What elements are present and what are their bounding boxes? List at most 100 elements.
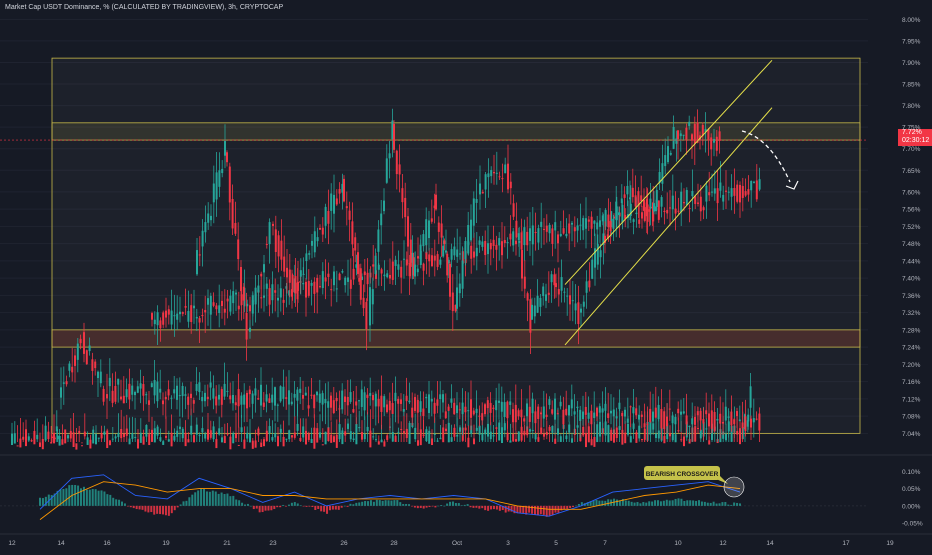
candle	[277, 230, 280, 273]
macd-histogram-bar	[446, 503, 449, 506]
candle-body	[391, 261, 394, 280]
candle	[484, 427, 487, 442]
candle	[179, 418, 181, 442]
macd-axis[interactable]: 0.10%0.05%0.00%-0.05%	[902, 469, 923, 528]
candle-body	[359, 268, 362, 300]
candle	[62, 366, 65, 405]
macd-histogram-bar	[492, 505, 495, 510]
candle-body	[343, 178, 345, 202]
candle-body	[512, 409, 514, 423]
candle	[106, 373, 108, 420]
candle-body	[640, 414, 643, 417]
macd-histogram-bar	[364, 501, 367, 506]
candle-body	[553, 274, 556, 286]
candle-body	[691, 190, 694, 197]
candle-body	[615, 427, 618, 438]
candle	[271, 271, 274, 314]
candle	[351, 202, 354, 257]
candle	[333, 434, 335, 443]
candle-body	[431, 255, 433, 267]
candle	[111, 373, 114, 408]
candle	[308, 250, 311, 260]
candle-body	[159, 437, 162, 442]
candle-body	[117, 378, 120, 385]
macd-histogram-bar	[519, 505, 522, 513]
candle	[274, 386, 276, 422]
candle-body	[545, 294, 547, 301]
macd-histogram-bar	[173, 505, 176, 511]
candle	[433, 239, 436, 277]
candle	[447, 403, 450, 412]
candle-body	[347, 277, 349, 282]
candle	[691, 402, 694, 442]
candle-body	[437, 222, 440, 232]
candle-body	[439, 437, 442, 440]
macd-histogram-bar	[302, 505, 305, 507]
candle-body	[593, 412, 596, 419]
candle	[375, 433, 377, 442]
candle-body	[291, 274, 294, 293]
candle	[285, 438, 288, 442]
macd-histogram-bar	[659, 501, 662, 506]
candle-body	[501, 241, 503, 256]
macd-histogram-bar	[77, 485, 80, 506]
candle-body	[22, 436, 25, 440]
candle-body	[576, 225, 579, 231]
macd-histogram-bar	[170, 505, 173, 514]
candle	[682, 397, 685, 415]
price-axis[interactable]: 8.00%7.95%7.90%7.85%7.80%7.75%7.70%7.65%…	[902, 17, 921, 438]
candle-body	[223, 308, 226, 313]
candle-body	[290, 401, 293, 405]
candle-body	[442, 394, 444, 403]
macd-histogram-bar	[246, 503, 249, 506]
candle	[590, 404, 593, 442]
price-tick-label: 7.28%	[902, 327, 921, 334]
candle-body	[181, 428, 184, 439]
candle-body	[560, 277, 563, 291]
candle	[95, 425, 97, 445]
candle-body	[11, 433, 13, 445]
candle-body	[44, 425, 47, 441]
candle	[565, 430, 568, 442]
candle	[615, 407, 618, 427]
candle-body	[537, 437, 540, 442]
price-tick-label: 7.70%	[902, 146, 921, 153]
candle-body	[422, 234, 425, 247]
candle	[358, 410, 361, 432]
candle-body	[675, 138, 678, 144]
macd-histogram-bar	[200, 488, 203, 506]
candle	[207, 412, 209, 442]
candle	[240, 286, 243, 321]
candle	[324, 259, 327, 300]
macd-histogram-bar	[115, 499, 118, 506]
candle-body	[697, 427, 699, 429]
candle	[156, 372, 159, 408]
macd-histogram-bar	[457, 503, 460, 506]
candle-body	[394, 435, 397, 442]
macd-histogram-bar	[285, 505, 288, 507]
candle-body	[755, 180, 758, 200]
price-tick-label: 7.04%	[902, 431, 921, 438]
candle	[443, 238, 446, 251]
candle-body	[240, 294, 243, 306]
candle	[139, 369, 142, 404]
candle-body	[297, 281, 299, 291]
candle-body	[545, 225, 548, 232]
candle-body	[120, 428, 123, 439]
candle	[624, 421, 627, 444]
candle-body	[16, 445, 19, 447]
candle-body	[430, 218, 433, 222]
candle-body	[582, 301, 585, 307]
time-axis[interactable]: 12 14 16 19 21 23 26 28 Oct 3 5 7 10 12 14 17 19	[0, 533, 932, 547]
candle	[699, 185, 702, 222]
candle-body	[529, 228, 531, 241]
candle	[361, 420, 363, 442]
candle-body	[277, 436, 279, 447]
candle	[366, 258, 369, 302]
candle	[257, 389, 260, 400]
macd-histogram-bar	[692, 500, 695, 506]
candle	[19, 417, 22, 448]
candle-body	[145, 424, 148, 437]
candle	[688, 115, 691, 130]
